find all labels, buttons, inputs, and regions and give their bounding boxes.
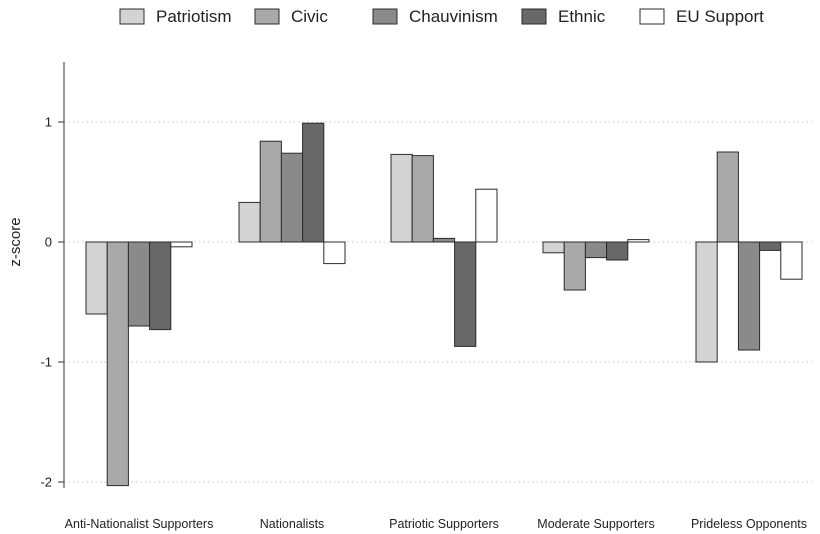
bar xyxy=(302,122,325,243)
legend-swatch xyxy=(119,8,145,25)
bar xyxy=(323,241,346,265)
bar-group xyxy=(390,153,498,347)
bar xyxy=(627,239,650,243)
bar xyxy=(432,237,456,243)
bar xyxy=(390,153,413,243)
bar xyxy=(411,155,434,243)
legend-swatch xyxy=(521,8,547,25)
bar xyxy=(737,241,761,351)
x-category-label: Patriotic Supporters xyxy=(389,517,499,531)
legend-label: Chauvinism xyxy=(409,7,498,26)
x-category-label: Anti-Nationalist Supporters xyxy=(65,517,214,531)
bar xyxy=(584,241,608,259)
bar xyxy=(716,151,739,243)
bar xyxy=(454,241,477,347)
bar xyxy=(106,241,129,487)
bar xyxy=(606,241,629,261)
bar xyxy=(149,241,172,331)
bar xyxy=(280,152,304,243)
legend-swatch xyxy=(254,8,280,25)
bars xyxy=(85,122,803,487)
bar xyxy=(238,201,261,243)
legend-item: Civic xyxy=(254,7,328,26)
legend-item: EU Support xyxy=(639,7,764,26)
bar xyxy=(759,241,782,251)
y-tick-label: 1 xyxy=(45,115,52,130)
x-axis-category-labels: Anti-Nationalist Supporters Nationalists P… xyxy=(65,517,807,531)
bar-group xyxy=(238,122,346,265)
legend-item: Patriotism xyxy=(119,7,232,26)
bar xyxy=(780,241,803,280)
legend: Patriotism Civic Chauvinism Ethnic EU Suppor… xyxy=(119,7,764,26)
bar xyxy=(85,241,108,315)
bar xyxy=(695,241,718,363)
bar xyxy=(170,241,193,248)
y-tick-label: -2 xyxy=(40,475,52,490)
legend-item: Ethnic xyxy=(521,7,606,26)
bar-group xyxy=(542,239,650,291)
legend-item: Chauvinism xyxy=(372,7,498,26)
y-axis-ticks: 1 0 -1 -2 xyxy=(40,115,64,490)
legend-label: Ethnic xyxy=(558,7,606,26)
bar xyxy=(259,140,282,243)
legend-swatch xyxy=(372,8,398,25)
y-tick-label: -1 xyxy=(40,355,52,370)
bar-group xyxy=(85,241,193,487)
bar xyxy=(542,241,565,254)
legend-label: Patriotism xyxy=(156,7,232,26)
x-category-label: Prideless Opponents xyxy=(691,517,807,531)
legend-label: Civic xyxy=(291,7,328,26)
bar xyxy=(563,241,586,291)
legend-swatch xyxy=(639,8,665,25)
bar xyxy=(127,241,151,327)
bar-group xyxy=(695,151,803,363)
y-tick-label: 0 xyxy=(45,235,52,250)
x-category-label: Moderate Supporters xyxy=(537,517,654,531)
x-category-label: Nationalists xyxy=(260,517,325,531)
bar xyxy=(475,188,498,243)
y-axis-title: z-score xyxy=(7,217,24,266)
legend-label: EU Support xyxy=(676,7,764,26)
